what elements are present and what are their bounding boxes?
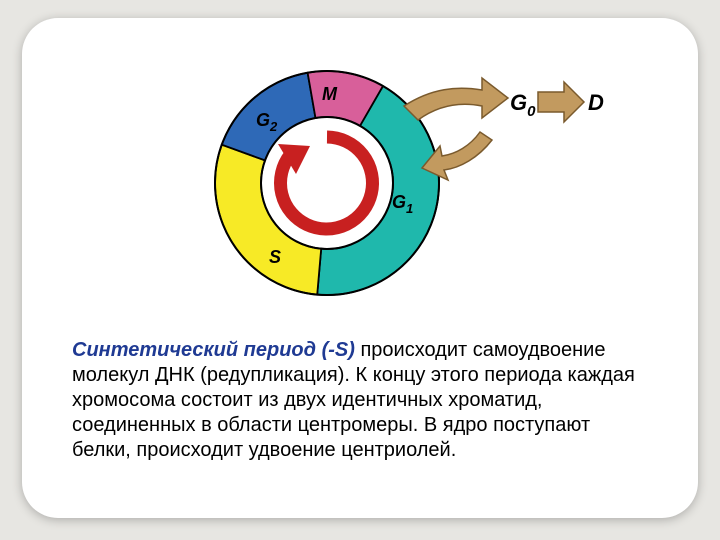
return-arrow-from-g0 <box>422 132 492 180</box>
slide-card: M G1 S G2 G0 D Синтетический период (-S)… <box>22 18 698 518</box>
label-m: M <box>322 84 338 104</box>
slide-background: M G1 S G2 G0 D Синтетический период (-S)… <box>0 0 720 540</box>
arrow-g0-to-d <box>538 82 584 122</box>
exit-arrow-to-g0 <box>404 78 508 120</box>
label-d: D <box>588 90 604 115</box>
label-s: S <box>269 247 281 267</box>
description-text: Синтетический период (-S) происходит сам… <box>72 338 638 463</box>
description-title: Синтетический период (-S) <box>72 339 355 361</box>
cell-cycle-diagram: M G1 S G2 G0 D <box>182 48 612 308</box>
label-g0: G0 <box>510 90 536 120</box>
